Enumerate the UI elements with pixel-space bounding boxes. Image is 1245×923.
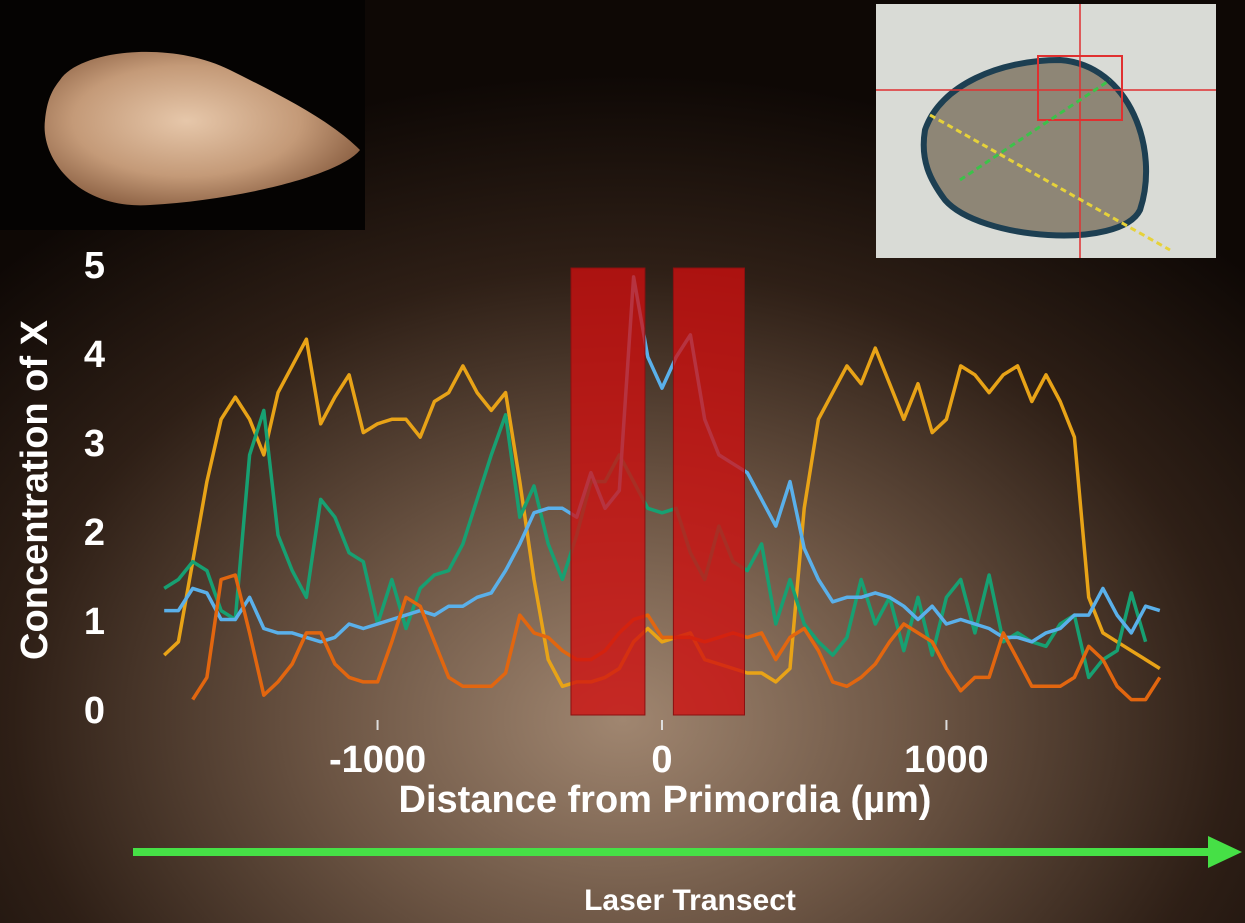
footer-label: Laser Transect (584, 884, 796, 917)
otolith-inset (0, 0, 365, 230)
y-axis-title: Concentration of X (14, 319, 56, 660)
y-tick-label: 0 (84, 690, 105, 732)
slide: 0 1 2 3 4 5 -1000 0 1000 Concentration of X Dist… (0, 0, 1245, 923)
x-axis-title: Distance from Primordia (µm) (399, 779, 932, 821)
y-tick-label: 5 (84, 245, 105, 287)
microscope-inset (876, 4, 1216, 258)
highlight-band (673, 268, 744, 715)
x-tick-label: 0 (651, 739, 672, 781)
y-tick-label: 1 (84, 601, 105, 643)
y-tick-label: 3 (84, 423, 105, 465)
y-tick-label: 4 (84, 334, 105, 376)
x-tick-label: -1000 (329, 739, 426, 781)
y-tick-label: 2 (84, 512, 105, 554)
x-tick-label: 1000 (904, 739, 989, 781)
highlight-band (571, 268, 645, 715)
